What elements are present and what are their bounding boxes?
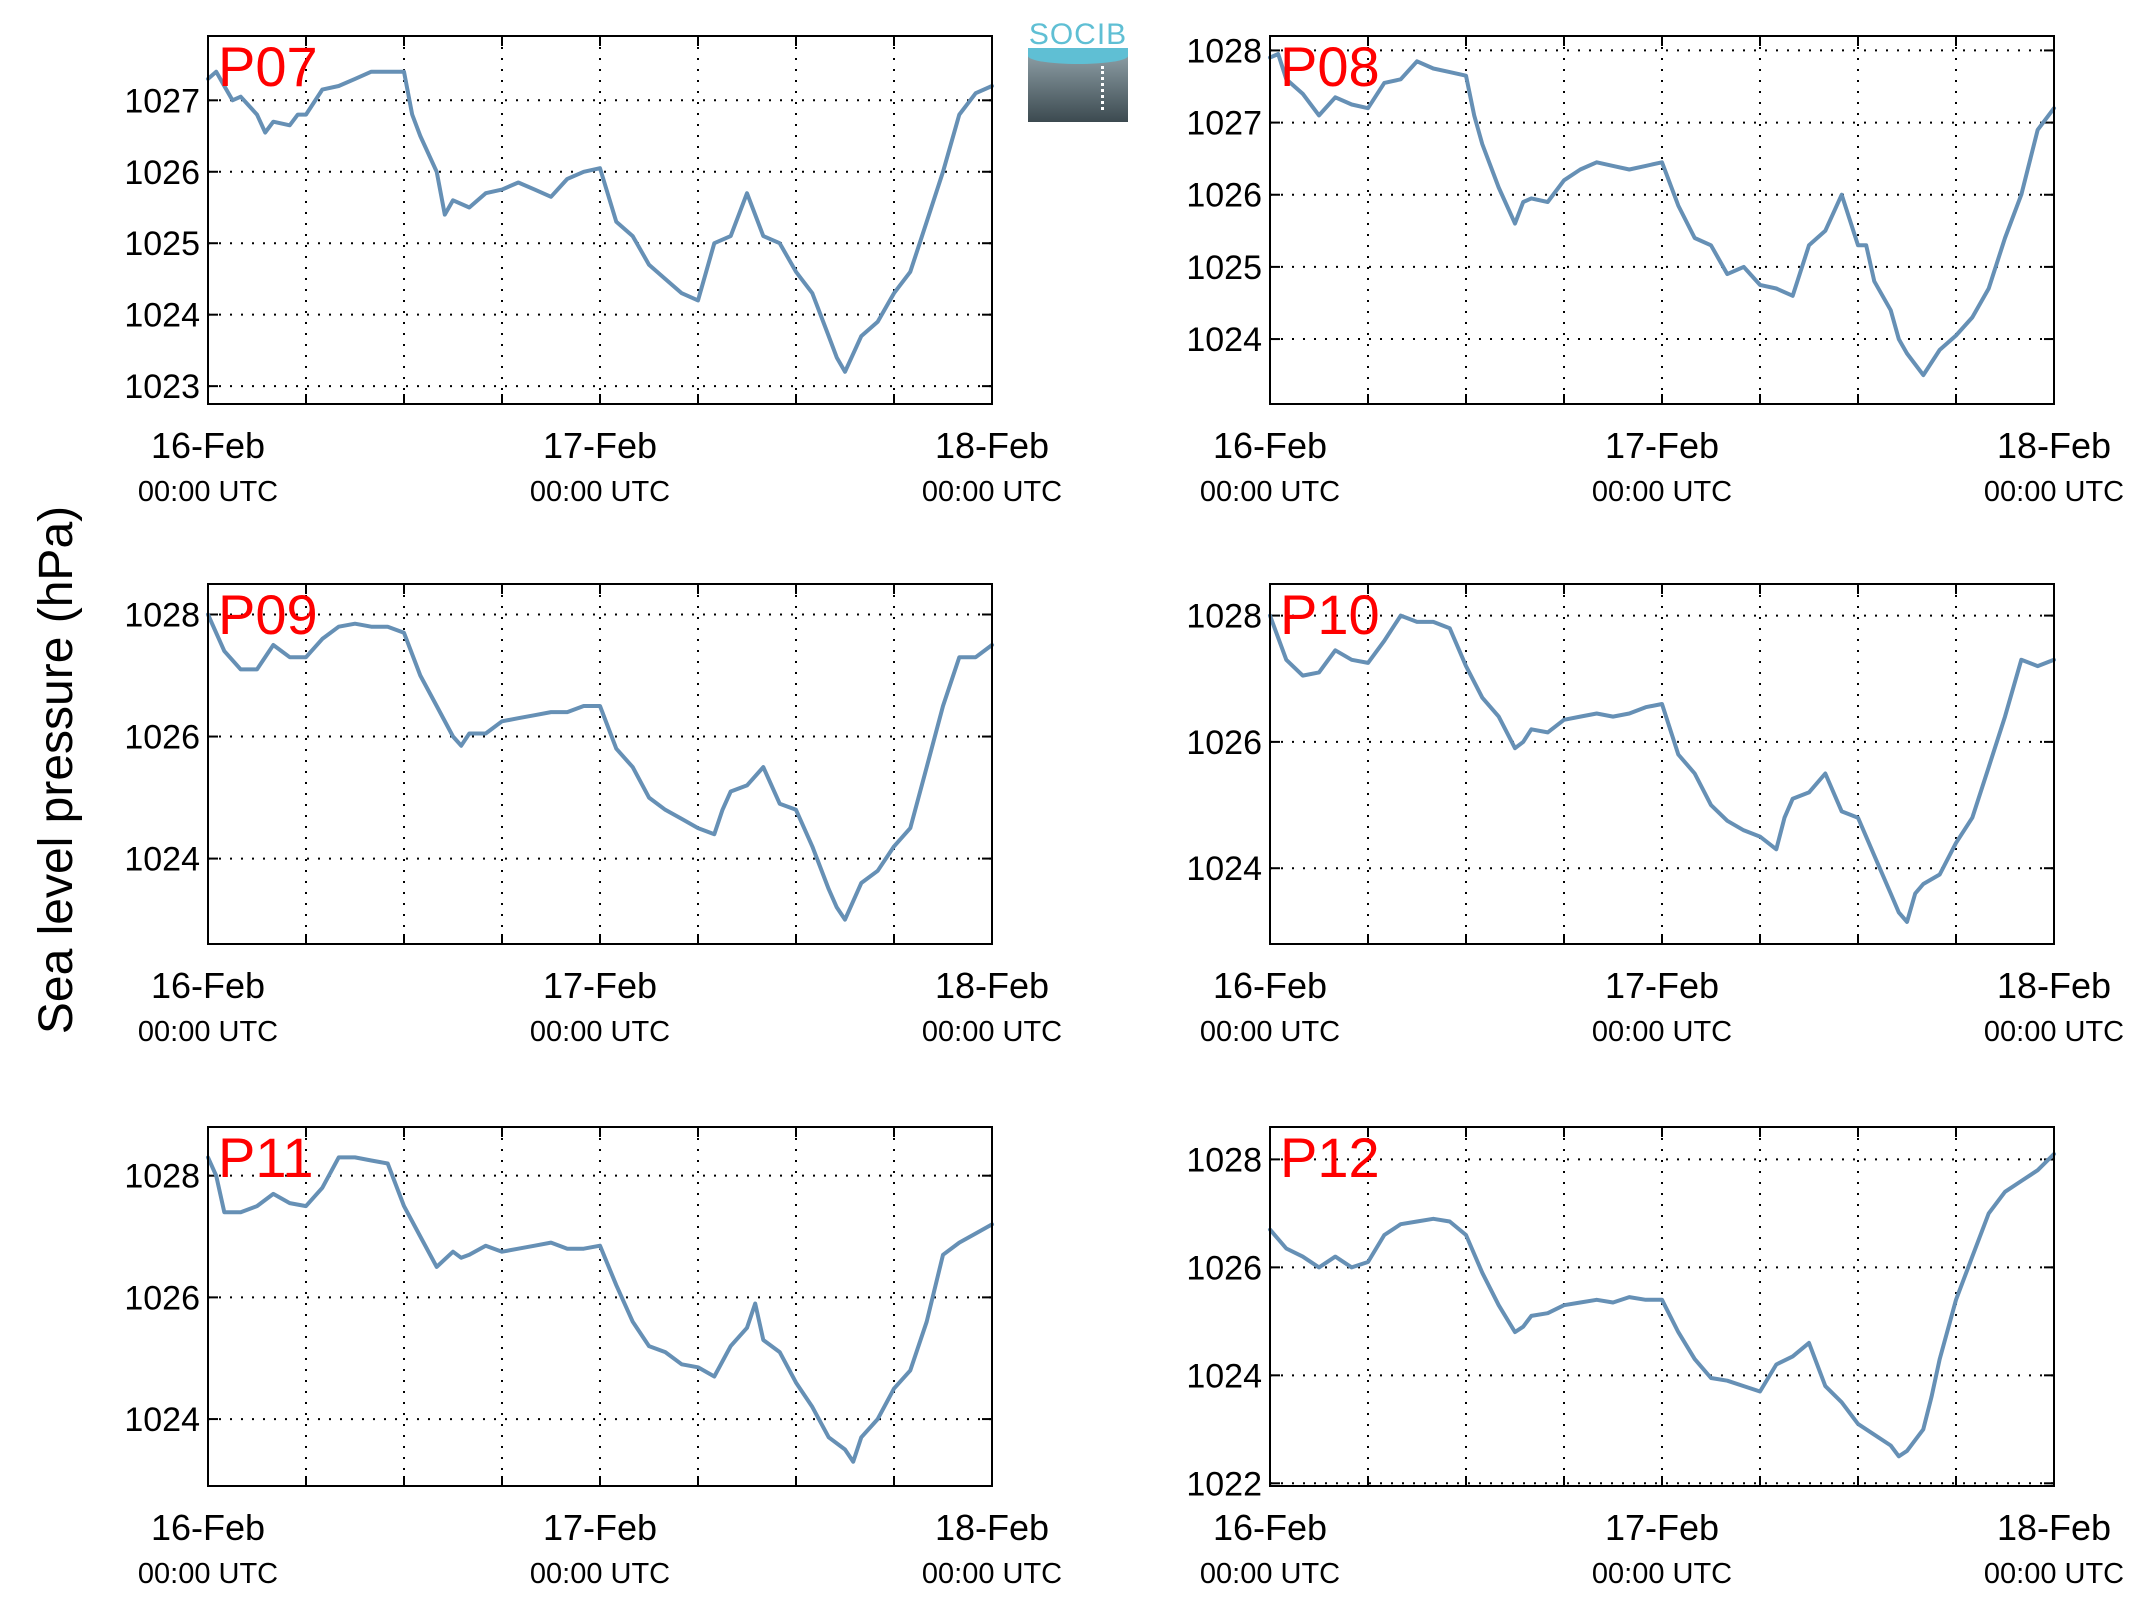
pressure-line [1268, 52, 2056, 378]
y-tick-label: 1026 [124, 154, 200, 192]
x-tick-label: 16-Feb [151, 1507, 265, 1548]
logo-wave [1028, 48, 1128, 64]
x-tick-sublabel: 00:00 UTC [1592, 1558, 1732, 1590]
x-tick-label: 17-Feb [543, 1507, 657, 1548]
y-tick-label: 1023 [124, 368, 200, 406]
y-tick-label: 1024 [1186, 850, 1262, 888]
station-label: P09 [218, 583, 318, 646]
pressure-line [1268, 1152, 2056, 1459]
y-tick-label: 1028 [1186, 598, 1262, 636]
y-tick-label: 1025 [124, 225, 200, 263]
y-tick-label: 1022 [1186, 1465, 1262, 1503]
x-tick-sublabel: 00:00 UTC [1984, 1558, 2124, 1590]
x-tick-label: 18-Feb [935, 1507, 1049, 1548]
y-tick-label: 1027 [1186, 105, 1262, 143]
socib-logo: SOCIB [1028, 18, 1128, 122]
pressure-line [206, 1155, 994, 1464]
panel-p11: 1024 1026 1028 16-Feb 00:00 UTC 17-Feb 00:00 U… [124, 1126, 1062, 1590]
panel-p08: 1024 1025 1026 1027 1028 16-Feb 00:00 UTC 17-Fe… [1186, 32, 2124, 508]
x-tick-label: 16-Feb [1213, 425, 1327, 466]
y-tick-label: 1026 [124, 719, 200, 757]
x-tick-label: 17-Feb [543, 965, 657, 1006]
y-tick-label: 1026 [1186, 724, 1262, 762]
y-tick-label: 1024 [1186, 1357, 1262, 1395]
station-label: P07 [218, 35, 318, 98]
plot-frame [1269, 583, 2055, 945]
plot-frame [207, 35, 993, 405]
x-tick-label: 18-Feb [1997, 425, 2111, 466]
x-tick-label: 18-Feb [935, 965, 1049, 1006]
panel-p12: 1022 1024 1026 1028 16-Feb 00:00 UTC 17-Feb 00:… [1186, 1126, 2124, 1590]
x-tick-label: 18-Feb [935, 425, 1049, 466]
x-tick-sublabel: 00:00 UTC [138, 476, 278, 508]
panel-p07: 1023 1024 1025 1026 1027 16-Feb 00:00 UTC 17-Fe… [124, 35, 1062, 508]
y-tick-label: 1024 [124, 297, 200, 335]
x-tick-sublabel: 00:00 UTC [530, 1558, 670, 1590]
y-tick-label: 1028 [1186, 32, 1262, 70]
x-tick-label: 17-Feb [1605, 1507, 1719, 1548]
x-tick-sublabel: 00:00 UTC [922, 1016, 1062, 1048]
x-tick-sublabel: 00:00 UTC [530, 1016, 670, 1048]
chart-panels: 1023 1024 1025 1026 1027 16-Feb 00:00 UTC 17-Fe… [124, 32, 2124, 1590]
x-tick-label: 18-Feb [1997, 965, 2111, 1006]
station-label: P12 [1280, 1126, 1380, 1189]
station-label: P11 [218, 1126, 313, 1189]
x-tick-label: 16-Feb [1213, 1507, 1327, 1548]
panel-p10: 1024 1026 1028 16-Feb 00:00 UTC 17-Feb 00:00 U… [1186, 583, 2124, 1048]
station-label: P08 [1280, 35, 1380, 98]
logo-text: SOCIB [1028, 18, 1128, 51]
y-tick-label: 1026 [1186, 177, 1262, 215]
x-tick-sublabel: 00:00 UTC [138, 1558, 278, 1590]
y-tick-label: 1026 [124, 1279, 200, 1317]
x-tick-label: 16-Feb [151, 425, 265, 466]
plot-frame [1269, 1126, 2055, 1487]
y-tick-label: 1028 [124, 597, 200, 635]
x-tick-sublabel: 00:00 UTC [138, 1016, 278, 1048]
y-axis-label: Sea level pressure (hPa) [30, 506, 83, 1034]
pressure-line [206, 612, 994, 922]
plot-frame [1269, 35, 2055, 405]
y-tick-label: 1024 [124, 1401, 200, 1439]
x-tick-sublabel: 00:00 UTC [530, 476, 670, 508]
logo-dotted-line [1101, 66, 1104, 110]
x-tick-sublabel: 00:00 UTC [1984, 1016, 2124, 1048]
x-tick-sublabel: 00:00 UTC [922, 1558, 1062, 1590]
y-tick-label: 1026 [1186, 1249, 1262, 1287]
x-tick-label: 17-Feb [543, 425, 657, 466]
y-tick-label: 1028 [1186, 1141, 1262, 1179]
station-label: P10 [1280, 583, 1380, 646]
logo-gradient [1028, 56, 1128, 122]
x-tick-label: 16-Feb [151, 965, 265, 1006]
pressure-line [206, 69, 994, 374]
pressure-line [1268, 613, 2056, 924]
x-tick-label: 17-Feb [1605, 425, 1719, 466]
x-tick-sublabel: 00:00 UTC [1200, 476, 1340, 508]
x-tick-sublabel: 00:00 UTC [1984, 476, 2124, 508]
x-tick-sublabel: 00:00 UTC [1592, 476, 1732, 508]
y-tick-label: 1027 [124, 82, 200, 120]
plot-frame [207, 1126, 993, 1487]
x-tick-sublabel: 00:00 UTC [1200, 1016, 1340, 1048]
x-tick-sublabel: 00:00 UTC [1200, 1558, 1340, 1590]
y-tick-label: 1024 [124, 841, 200, 879]
plot-frame [207, 583, 993, 945]
x-tick-label: 16-Feb [1213, 965, 1327, 1006]
y-tick-label: 1025 [1186, 249, 1262, 287]
y-tick-label: 1028 [124, 1158, 200, 1196]
panel-p09: 1024 1026 1028 16-Feb 00:00 UTC 17-Feb 00:00 U… [124, 583, 1062, 1048]
x-tick-label: 18-Feb [1997, 1507, 2111, 1548]
x-tick-label: 17-Feb [1605, 965, 1719, 1006]
x-tick-sublabel: 00:00 UTC [1592, 1016, 1732, 1048]
x-tick-sublabel: 00:00 UTC [922, 476, 1062, 508]
y-tick-label: 1024 [1186, 321, 1262, 359]
